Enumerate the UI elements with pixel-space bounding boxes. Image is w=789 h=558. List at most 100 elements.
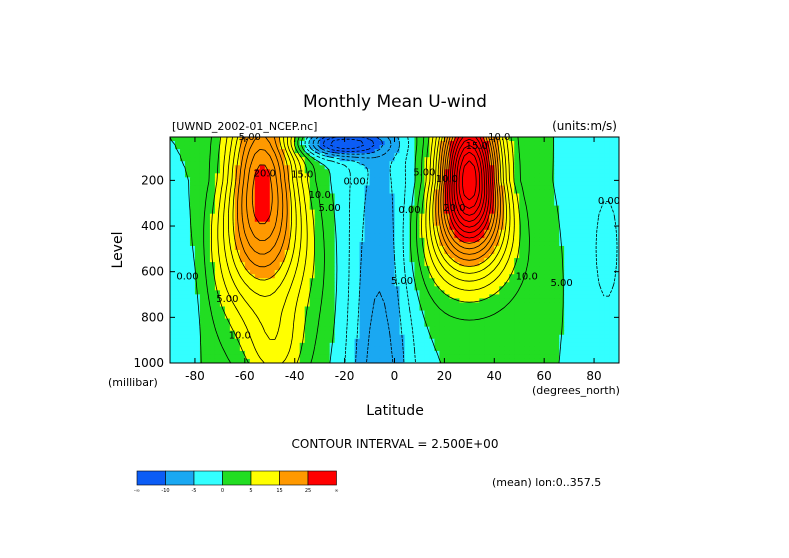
shade-cell	[339, 245, 346, 251]
shade-cell	[249, 318, 256, 324]
shade-cell	[189, 169, 196, 174]
shade-cell	[559, 173, 565, 178]
shade-cell	[184, 310, 191, 316]
shade-cell	[414, 149, 421, 154]
shade-cell	[199, 302, 206, 308]
shade-cell	[409, 189, 416, 195]
shade-cell	[384, 350, 391, 356]
shade-cell	[249, 209, 256, 215]
shade-cell	[234, 274, 241, 279]
shade-cell	[454, 294, 460, 300]
shade-cell	[509, 346, 515, 352]
shade-cell	[224, 258, 231, 263]
shade-cell	[404, 221, 411, 227]
shade-cell	[514, 189, 520, 195]
shade-cell	[309, 342, 316, 348]
shade-cell	[319, 266, 326, 271]
shade-cell	[259, 278, 266, 283]
shade-cell	[519, 149, 525, 154]
shade-cell	[359, 153, 366, 158]
shade-cell	[574, 342, 580, 348]
shade-cell	[204, 318, 211, 324]
shade-cell	[244, 346, 251, 352]
shade-cell	[359, 298, 366, 304]
shade-cell	[449, 322, 455, 328]
shade-cell	[554, 169, 560, 174]
shade-cell	[314, 266, 321, 271]
shade-cell	[369, 189, 376, 195]
units-label: (units:m/s)	[552, 119, 617, 133]
shade-cell	[379, 338, 386, 344]
shade-cell	[259, 274, 266, 279]
shade-cell	[239, 201, 246, 207]
shade-cell	[354, 350, 361, 356]
shade-cell	[539, 201, 545, 207]
shade-cell	[359, 173, 366, 178]
shade-cell	[454, 213, 460, 219]
shade-cell	[524, 298, 530, 304]
shade-cell	[549, 262, 555, 267]
shade-cell	[424, 334, 431, 340]
shade-cell	[170, 282, 176, 287]
shade-cell	[479, 237, 485, 243]
shade-cell	[269, 161, 276, 166]
shade-cell	[554, 149, 560, 154]
shade-cell	[209, 330, 216, 336]
shade-cell	[199, 310, 206, 316]
shade-cell	[319, 334, 326, 340]
shade-cell	[484, 225, 490, 231]
shade-cell	[459, 326, 465, 332]
shade-cell	[194, 354, 201, 360]
shade-cell	[309, 290, 316, 295]
shade-cell	[189, 233, 196, 239]
shade-cell	[389, 278, 396, 283]
shade-cell	[244, 318, 251, 324]
shade-cell	[599, 258, 605, 263]
shade-cell	[199, 181, 206, 187]
shade-cell	[329, 233, 336, 239]
shade-cell	[569, 205, 575, 211]
shade-cell	[369, 149, 376, 154]
shade-cell	[304, 286, 311, 291]
shade-cell	[614, 157, 619, 162]
shade-cell	[214, 342, 221, 348]
shade-cell	[394, 177, 401, 182]
shade-cell	[384, 358, 391, 363]
shade-cell	[529, 270, 535, 275]
shade-cell	[529, 318, 535, 324]
shade-cell	[569, 302, 575, 308]
shade-cell	[484, 350, 490, 356]
shade-cell	[419, 145, 426, 150]
shade-cell	[534, 278, 540, 283]
shade-cell	[189, 193, 196, 199]
shade-cell	[364, 185, 371, 191]
shade-cell	[339, 322, 346, 328]
shade-cell	[469, 233, 475, 239]
shade-cell	[504, 306, 510, 312]
shade-cell	[439, 189, 445, 195]
shade-cell	[419, 326, 426, 332]
shade-cell	[254, 286, 261, 291]
shade-cell	[259, 298, 266, 304]
shade-cell	[519, 282, 525, 287]
shade-cell	[464, 302, 470, 308]
shade-cell	[614, 342, 619, 348]
shade-cell	[459, 306, 465, 312]
shade-cell	[534, 233, 540, 239]
shade-cell	[504, 197, 510, 203]
shade-cell	[379, 241, 386, 247]
shade-cell	[529, 221, 535, 227]
shade-cell	[194, 286, 201, 291]
shade-cell	[309, 189, 316, 195]
shade-cell	[449, 310, 455, 316]
shade-cell	[389, 326, 396, 332]
shade-cell	[479, 346, 485, 352]
shade-cell	[484, 145, 490, 150]
shade-cell	[170, 149, 176, 154]
shade-cell	[299, 262, 306, 267]
shade-cell	[184, 350, 191, 356]
shade-cell	[389, 169, 396, 174]
shade-cell	[569, 250, 575, 255]
shade-cell	[274, 169, 281, 174]
shade-cell	[599, 205, 605, 211]
